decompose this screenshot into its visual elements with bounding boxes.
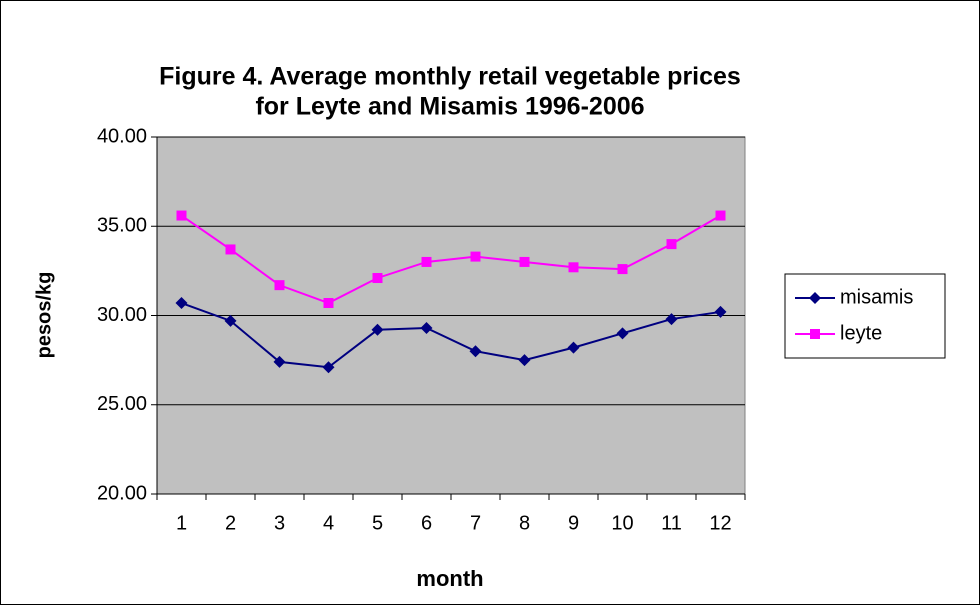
- data-point: [518, 354, 531, 367]
- series-line: [180, 214, 722, 305]
- x-tick-label: 12: [709, 512, 731, 534]
- x-tick-label: 3: [274, 512, 285, 534]
- data-point: [714, 305, 727, 318]
- legend-label: misamis: [840, 286, 913, 308]
- x-tick-label: 4: [323, 512, 334, 534]
- data-point: [470, 251, 481, 262]
- data-point: [616, 327, 629, 340]
- x-tick-label: 1: [176, 512, 187, 534]
- y-tick-label: 40.00: [97, 125, 147, 147]
- chart-title: for Leyte and Misamis 1996-2006: [255, 93, 644, 121]
- y-tick-label: 20.00: [97, 482, 147, 504]
- data-point: [176, 210, 187, 221]
- x-tick-label: 8: [519, 512, 530, 534]
- x-axis-label: month: [416, 566, 483, 591]
- x-tick-label: 2: [225, 512, 236, 534]
- data-point: [519, 256, 530, 267]
- data-point: [617, 264, 628, 275]
- data-point: [666, 239, 677, 250]
- data-point: [371, 323, 384, 336]
- data-point: [715, 210, 726, 221]
- x-tick-label: 11: [661, 512, 682, 534]
- x-tick-label: 6: [421, 512, 432, 534]
- data-point: [323, 298, 334, 309]
- data-point: [224, 314, 237, 327]
- data-point: [274, 280, 285, 291]
- x-tick-label: 7: [470, 512, 481, 534]
- chart-title: Figure 4. Average monthly retail vegetab…: [159, 63, 741, 91]
- x-tick-label: 10: [611, 512, 633, 534]
- data-point: [665, 313, 678, 326]
- data-point: [469, 345, 482, 358]
- data-point: [568, 262, 579, 273]
- legend-marker: [809, 292, 821, 304]
- data-point: [273, 355, 286, 368]
- data-point: [421, 256, 432, 267]
- legend: [784, 273, 946, 359]
- x-tick-label: 9: [568, 512, 579, 534]
- legend-label: leyte: [840, 322, 882, 344]
- data-point: [420, 321, 433, 334]
- legend-marker: [810, 329, 820, 339]
- y-axis-label: pesos/kg: [33, 272, 55, 359]
- x-tick-label: 5: [372, 512, 383, 534]
- data-point: [567, 341, 580, 354]
- y-tick-label: 35.00: [97, 215, 147, 237]
- y-tick-label: 25.00: [97, 393, 147, 415]
- y-tick-label: 30.00: [97, 304, 147, 326]
- data-point: [175, 297, 188, 310]
- data-point: [225, 244, 236, 255]
- data-point: [322, 361, 335, 374]
- series-line: [181, 302, 721, 369]
- data-point: [372, 273, 383, 284]
